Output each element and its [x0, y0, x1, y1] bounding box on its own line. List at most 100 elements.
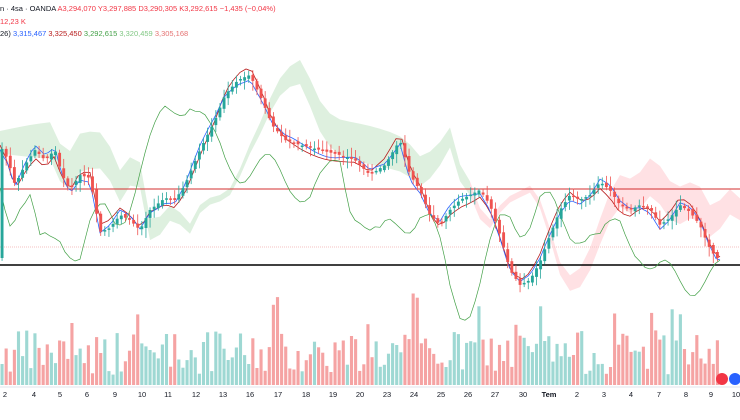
candle-body — [350, 157, 353, 159]
candle-body — [699, 221, 703, 228]
candle-body — [206, 134, 210, 142]
volume-bar — [16, 331, 21, 385]
volume-bar — [255, 368, 259, 385]
candle-body — [411, 171, 415, 180]
candle-body — [107, 228, 111, 230]
ohlc-low: D3,290,305 — [138, 4, 178, 13]
candle-body — [543, 249, 547, 262]
x-tick-label: 5 — [58, 390, 62, 399]
candle-body — [210, 126, 214, 137]
volume-bar — [411, 293, 415, 385]
volume-bar — [666, 374, 670, 385]
volume-bar — [678, 314, 682, 385]
candle-body — [45, 156, 49, 158]
candle-body — [646, 206, 649, 208]
candle-body — [584, 197, 588, 199]
volume-bar — [189, 350, 193, 385]
volume-bar — [74, 355, 78, 385]
volume-bar — [448, 360, 452, 385]
candle-body — [41, 155, 45, 159]
candle-body — [341, 155, 345, 158]
x-tick-label: 2 — [3, 390, 7, 399]
candle-body — [288, 139, 292, 142]
candle-body — [687, 208, 691, 211]
volume-bar — [522, 337, 526, 385]
volume-bar — [386, 353, 391, 385]
volume-bar — [37, 347, 41, 385]
volume-bar — [493, 370, 497, 385]
volume-bar — [45, 344, 49, 385]
volume-bar — [156, 358, 160, 385]
candle-body — [555, 217, 559, 229]
candle-body — [469, 194, 473, 197]
volume-bar — [49, 352, 53, 385]
ichimoku-spanB-value: 3,305,168 — [154, 29, 189, 38]
volume-bar — [580, 331, 584, 385]
candle-body — [510, 261, 514, 273]
candle-body — [683, 205, 686, 209]
volume-bar — [169, 366, 173, 385]
x-tick-label: 7 — [657, 390, 661, 399]
volume-bar — [629, 351, 633, 385]
candle-body — [111, 224, 115, 227]
candle-body — [165, 198, 168, 200]
volume-bar — [687, 364, 691, 385]
volume-bar — [621, 333, 625, 385]
candle-body — [333, 151, 337, 154]
ohlc-close: K3,292,615 — [179, 4, 218, 13]
alert-badge-icon[interactable] — [716, 373, 728, 385]
news-badge-icon[interactable] — [729, 373, 740, 385]
x-tick-label: 19 — [329, 390, 337, 399]
candle-body — [715, 252, 719, 258]
volume-bar — [267, 347, 271, 385]
candle-body — [296, 141, 300, 145]
candle-body — [222, 97, 226, 109]
header-line-1: n · 4sa · OANDA A3,294,070 Y3,297,885 D3… — [0, 4, 276, 13]
volume-bar — [8, 371, 12, 385]
volume-bar — [304, 360, 308, 385]
volume-bar — [25, 330, 29, 385]
candle-body — [613, 191, 617, 197]
candle-body — [522, 282, 526, 285]
candle-body — [387, 159, 390, 166]
volume-bar — [469, 341, 473, 385]
candle-body — [12, 167, 16, 183]
ichimoku-line: 26) 3,315,467 3,325,450 3,292,615 3,320,… — [0, 29, 188, 38]
x-tick-label: 11 — [164, 390, 172, 399]
volume-bar — [300, 371, 304, 385]
x-tick-label: 8 — [684, 390, 688, 399]
candle-body — [308, 146, 312, 148]
candle-body — [49, 153, 53, 160]
x-tick-label: 27 — [491, 390, 499, 399]
candle-body — [218, 107, 222, 118]
volume-bar — [670, 309, 674, 385]
volume-bar — [489, 338, 493, 385]
x-tick-label: 3 — [602, 390, 606, 399]
chikou-line — [0, 105, 721, 321]
volume-bar — [674, 340, 678, 385]
candle-body — [629, 207, 633, 210]
volume-bar — [58, 340, 62, 385]
candle-body — [345, 157, 349, 159]
volume-bar — [197, 373, 201, 385]
candle-body — [670, 215, 674, 221]
volume-bar — [226, 360, 230, 385]
candle-body — [271, 116, 275, 127]
candle-body — [103, 230, 107, 232]
volume-bar — [547, 336, 551, 385]
candle-body — [214, 117, 218, 126]
candle-body — [374, 170, 378, 173]
candle-body — [197, 151, 201, 160]
ichimoku-label: 26) — [0, 29, 11, 38]
volume-bar — [148, 350, 152, 385]
ichimoku-kijun-value: 3,325,450 — [48, 29, 82, 38]
ohlc-high: Y3,297,885 — [97, 4, 137, 13]
candle-body — [530, 275, 534, 283]
candle-body — [654, 212, 658, 218]
volume-bar — [123, 361, 127, 385]
volume-bar — [140, 343, 144, 385]
volume-bar — [177, 359, 181, 385]
volume-bar — [650, 312, 654, 385]
candle-body — [251, 74, 255, 81]
